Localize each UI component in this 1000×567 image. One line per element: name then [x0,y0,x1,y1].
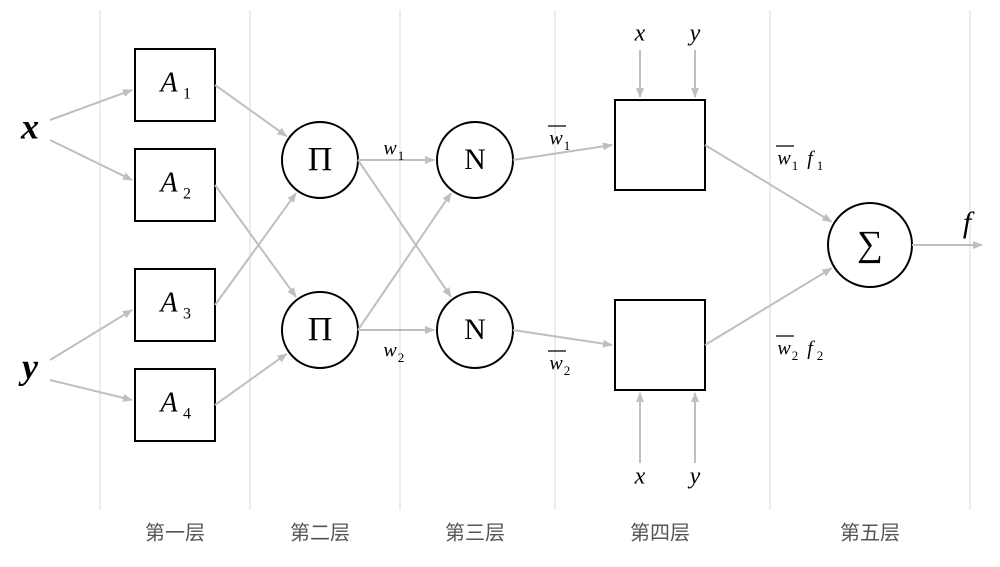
svg-text:4: 4 [183,406,191,423]
svg-text:w: w [777,338,791,360]
svg-text:N: N [464,313,486,346]
edge-label-w2: w2 [383,340,404,365]
layer4-xy-label: x [634,464,646,490]
svg-text:1: 1 [792,158,799,173]
input-x: x [20,106,39,146]
edge-label-wbar1: w1 [548,126,570,153]
svg-text:N: N [464,143,486,176]
svg-text:A: A [158,287,178,318]
edge-label-w1: w1 [383,138,404,163]
layer-label-3: 第三层 [445,522,505,545]
layer-label-4: 第四层 [630,522,690,545]
anfis-diagram: A1A2A3A4ΠΠNN∑xyxyxyfw1w2w1w2w1f1w2f2第一层第… [0,0,1000,567]
svg-text:1: 1 [564,138,571,153]
layer4-xy-label: x [634,21,646,47]
layer4-node-Sq2 [615,300,705,390]
svg-text:w: w [549,128,563,150]
svg-text:w: w [777,148,791,170]
svg-text:Π: Π [308,311,333,348]
input-y: y [18,346,39,386]
layer4-xy-label: y [688,464,701,490]
svg-text:2: 2 [183,186,191,203]
svg-text:w: w [383,138,397,160]
svg-text:∑: ∑ [857,223,883,263]
layer-label-5: 第五层 [840,522,900,545]
svg-text:w: w [383,340,397,362]
svg-text:f: f [807,148,815,170]
svg-text:2: 2 [564,363,571,378]
output-f: f [963,206,975,239]
svg-text:A: A [158,387,178,418]
svg-text:1: 1 [398,148,405,163]
svg-text:3: 3 [183,306,191,323]
svg-text:A: A [158,67,178,98]
svg-text:Π: Π [308,141,333,178]
svg-text:w: w [549,353,563,375]
edge-label-wf2: w2f2 [776,336,823,363]
svg-text:1: 1 [183,86,191,103]
svg-text:f: f [807,338,815,360]
svg-text:A: A [158,167,178,198]
svg-text:2: 2 [398,350,405,365]
edge-label-wbar2: w2 [548,351,570,378]
edge-label-wf1: w1f1 [776,146,823,173]
layer4-xy-label: y [688,21,701,47]
svg-text:2: 2 [817,348,824,363]
svg-text:1: 1 [817,158,824,173]
layer-label-1: 第一层 [145,522,205,545]
svg-text:2: 2 [792,348,799,363]
layer-label-2: 第二层 [290,522,350,545]
layer4-node-Sq1 [615,100,705,190]
